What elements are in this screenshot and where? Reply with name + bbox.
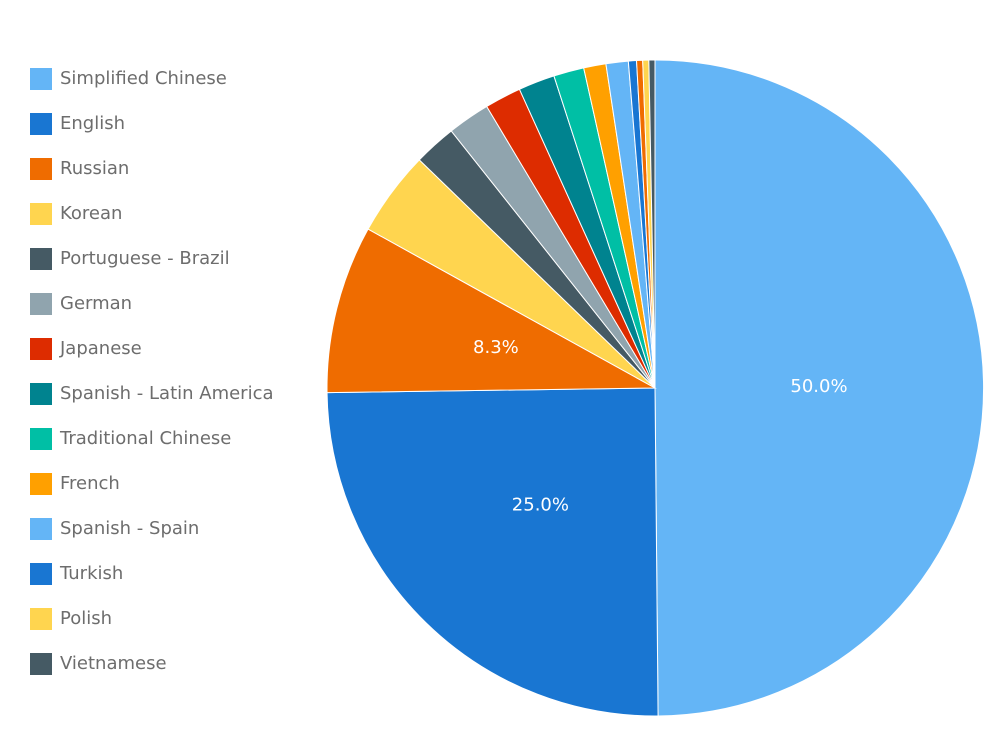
legend-label: Polish (60, 608, 113, 629)
pie-slice[interactable] (654, 59, 985, 717)
legend-label: Korean (60, 203, 123, 224)
slice-value-label: 50.0% (790, 376, 847, 397)
legend-label: Spanish - Latin America (60, 383, 274, 404)
legend-item[interactable]: Traditional Chinese (30, 428, 274, 473)
legend-item[interactable]: Spanish - Spain (30, 518, 274, 563)
chart-legend: Simplified Chinese English Russian Korean Po… (30, 68, 274, 698)
legend-label: Simplified Chinese (60, 68, 227, 89)
legend-label: Spanish - Spain (60, 518, 200, 539)
legend-item[interactable]: Russian (30, 158, 274, 203)
legend-swatch (30, 248, 52, 270)
pie-slice[interactable] (326, 228, 657, 394)
legend-item[interactable]: Portuguese - Brazil (30, 248, 274, 293)
legend-swatch (30, 203, 52, 225)
legend-swatch (30, 428, 52, 450)
legend-item[interactable]: Vietnamese (30, 653, 274, 698)
legend-label: German (60, 293, 133, 314)
legend-swatch (30, 518, 52, 540)
legend-label: Russian (60, 158, 130, 179)
legend-swatch (30, 158, 52, 180)
pie-slice[interactable] (648, 59, 656, 389)
legend-label: Vietnamese (60, 653, 167, 674)
legend-swatch (30, 338, 52, 360)
legend-item[interactable]: Simplified Chinese (30, 68, 274, 113)
legend-item[interactable]: Japanese (30, 338, 274, 383)
legend-label: Japanese (60, 338, 142, 359)
legend-swatch (30, 473, 52, 495)
legend-item[interactable]: Korean (30, 203, 274, 248)
legend-item[interactable]: German (30, 293, 274, 338)
slice-value-label: 8.3% (473, 337, 519, 358)
legend-swatch (30, 653, 52, 675)
legend-item[interactable]: English (30, 113, 274, 158)
legend-swatch (30, 113, 52, 135)
pie-slice[interactable] (326, 387, 659, 717)
legend-label: Portuguese - Brazil (60, 248, 230, 269)
legend-item[interactable]: Spanish - Latin America (30, 383, 274, 428)
legend-item[interactable]: French (30, 473, 274, 518)
legend-swatch (30, 68, 52, 90)
legend-swatch (30, 293, 52, 315)
legend-label: French (60, 473, 120, 494)
legend-label: Turkish (60, 563, 124, 584)
legend-swatch (30, 608, 52, 630)
legend-item[interactable]: Polish (30, 608, 274, 653)
legend-swatch (30, 383, 52, 405)
legend-label: Traditional Chinese (60, 428, 232, 449)
slice-value-label: 25.0% (512, 494, 569, 515)
legend-swatch (30, 563, 52, 585)
legend-item[interactable]: Turkish (30, 563, 274, 608)
legend-label: English (60, 113, 125, 134)
